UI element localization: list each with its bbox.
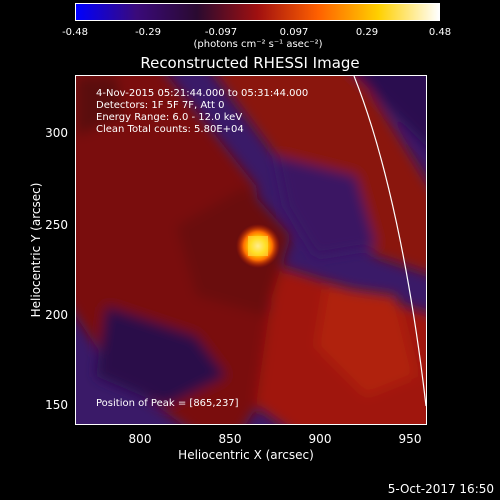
info-detectors: Detectors: 1F 5F 7F, Att 0	[96, 100, 225, 111]
colorbar-tick: 0.48	[428, 27, 452, 38]
info-peak-position: Position of Peak = [865,237]	[96, 398, 239, 409]
rhessi-image	[76, 76, 426, 424]
x-axis-label: Heliocentric X (arcsec)	[178, 448, 314, 462]
y-tick: 150	[45, 398, 68, 412]
x-tick: 850	[218, 432, 242, 446]
footer-date: 5-Oct-2017 16:50	[387, 482, 494, 496]
flare-core	[248, 236, 268, 256]
info-energy-range: Energy Range: 6.0 - 12.0 keV	[96, 112, 243, 123]
colorbar-tick: -0.29	[135, 27, 161, 38]
x-tick: 800	[128, 432, 152, 446]
colorbar-tick: 0.29	[355, 27, 379, 38]
y-tick: 250	[45, 218, 68, 232]
colorbar-unit-label: (photons cm⁻² s⁻¹ asec⁻²)	[193, 39, 323, 50]
colorbar-tick: -0.097	[204, 27, 238, 38]
info-time-range: 4-Nov-2015 05:21:44.000 to 05:31:44.000	[96, 88, 309, 99]
info-clean-counts: Clean Total counts: 5.80E+04	[96, 124, 244, 135]
y-axis-label: Heliocentric Y (arcsec)	[29, 182, 43, 318]
colorbar-tick: 0.097	[279, 27, 309, 38]
y-tick: 300	[45, 126, 68, 140]
colorbar-tick: -0.48	[62, 27, 88, 38]
colorbar	[75, 3, 440, 21]
x-tick: 950	[398, 432, 422, 446]
solar-limb	[353, 76, 426, 407]
image-plot: 4-Nov-2015 05:21:44.000 to 05:31:44.000 …	[75, 75, 427, 425]
x-tick: 900	[308, 432, 332, 446]
y-tick: 200	[45, 308, 68, 322]
image-structure	[76, 76, 426, 424]
plot-title: Reconstructed RHESSI Image	[140, 54, 360, 72]
